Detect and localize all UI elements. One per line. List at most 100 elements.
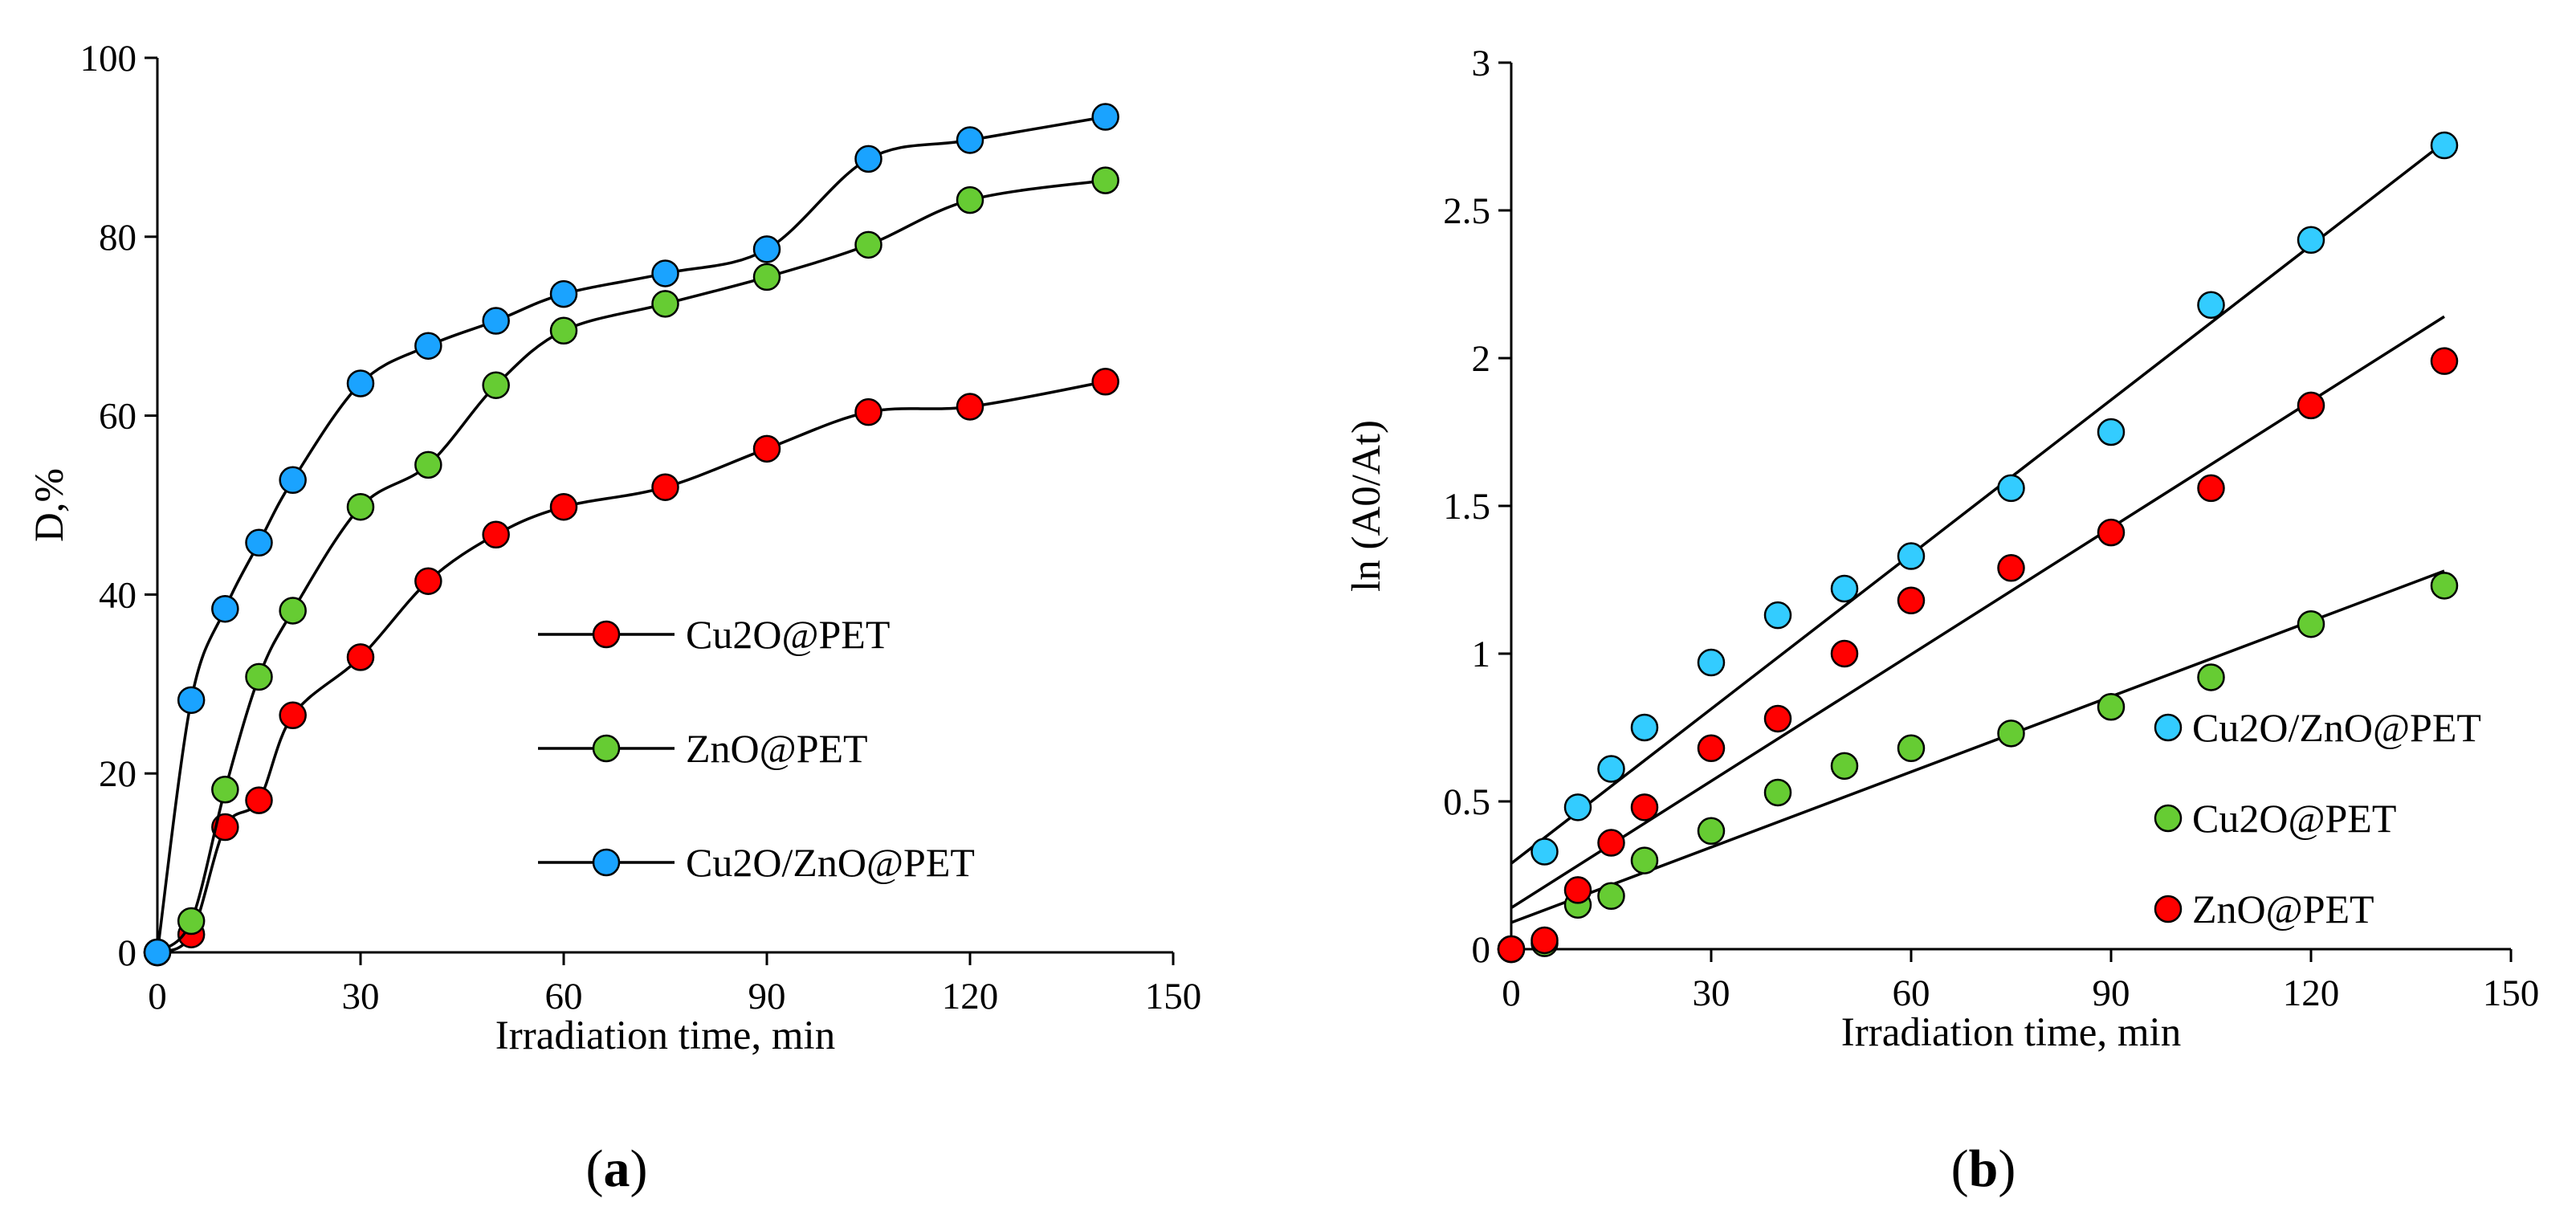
data-point (2430, 572, 2459, 600)
data-point (346, 369, 375, 397)
y-axis-label: D,% (27, 468, 72, 542)
trendline (1510, 141, 2446, 865)
x-tick-label: 150 (2483, 972, 2540, 1014)
caption-close-paren: ) (1998, 1139, 2016, 1198)
legend-marker (2154, 804, 2183, 833)
data-point (854, 230, 882, 259)
data-point (651, 259, 679, 287)
legend-item-cu2o-zno-pet: Cu2O/ZnO@PET (2154, 705, 2481, 750)
x-tick-label: 120 (942, 976, 999, 1017)
y-tick-label: 100 (80, 38, 137, 79)
caption-letter: a (604, 1139, 630, 1198)
x-tick-label: 0 (1502, 972, 1521, 1014)
legend-marker (592, 848, 621, 877)
data-point (414, 332, 442, 360)
data-point (2430, 347, 2459, 375)
data-point (1630, 793, 1659, 821)
data-point (1563, 793, 1592, 821)
data-point (956, 126, 984, 154)
data-point (752, 434, 781, 463)
x-tick-label: 90 (2093, 972, 2130, 1014)
data-point (1091, 103, 1119, 131)
legend: Cu2O@PET ZnO@PET Cu2O/ZnO@PET (538, 612, 975, 885)
x-axis-label: Irradiation time, min (1841, 1010, 2181, 1055)
data-point (752, 263, 781, 291)
panel-caption: (a) (586, 1139, 648, 1198)
data-point (549, 316, 578, 345)
data-point (956, 393, 984, 421)
series-line (156, 115, 1106, 953)
data-point (549, 492, 578, 521)
data-point (1630, 846, 1659, 874)
data-point (1897, 734, 1926, 763)
series-zno-pet (1497, 315, 2459, 964)
data-point (1091, 368, 1119, 396)
legend-marker (2154, 713, 2183, 742)
data-point (1497, 935, 1526, 964)
legend-marker (592, 620, 621, 649)
data-point (651, 290, 679, 318)
caption-open-paren: ( (586, 1139, 604, 1198)
legend-label: Cu2O@PET (686, 612, 890, 657)
data-point (245, 786, 273, 814)
x-tick-label: 90 (748, 976, 786, 1017)
y-tick-label: 0 (118, 932, 137, 974)
data-point (346, 643, 375, 671)
data-point (1091, 166, 1119, 194)
x-axis-label: Irradiation time, min (495, 1013, 835, 1058)
y-tick-label: 0.5 (1443, 781, 1490, 823)
data-point (1830, 752, 1859, 781)
data-point (346, 492, 375, 521)
caption-open-paren: ( (1951, 1139, 1969, 1198)
y-tick-label: 1.5 (1443, 486, 1490, 528)
x-tick-label: 150 (1145, 976, 1202, 1017)
legend-item-cu2o-zno-pet: Cu2O/ZnO@PET (538, 840, 975, 885)
data-point (279, 597, 307, 625)
data-point (1830, 574, 1859, 603)
data-point (1997, 554, 2025, 582)
legend-label: ZnO@PET (686, 726, 868, 771)
data-point (1597, 882, 1625, 911)
data-point (1763, 601, 1792, 630)
data-point (482, 371, 510, 399)
y-tick-label: 1 (1472, 634, 1491, 675)
data-point (211, 776, 239, 804)
caption-close-paren: ) (630, 1139, 648, 1198)
legend-marker (2154, 895, 2183, 923)
series-cu2o-pet (143, 368, 1119, 967)
data-point (1997, 719, 2025, 748)
data-point (1697, 648, 1726, 677)
x-tick-label: 60 (1893, 972, 1930, 1014)
y-axis-label: ln (A0/At) (1344, 420, 1389, 592)
panel-a-chart: 0 20 40 60 80 100 0 30 60 90 120 150 Irradiation tim… (27, 38, 1201, 1198)
legend-label: Cu2O/ZnO@PET (2192, 705, 2481, 750)
y-tick-label: 40 (99, 574, 137, 616)
data-point (1697, 817, 1726, 846)
data-point (1697, 734, 1726, 763)
data-point (245, 662, 273, 691)
data-point (956, 185, 984, 214)
data-point (1531, 926, 1559, 955)
data-point (2197, 291, 2225, 320)
data-point (143, 938, 172, 967)
data-point (752, 235, 781, 263)
data-point (1830, 639, 1859, 668)
data-point (414, 567, 442, 595)
data-point (2297, 226, 2325, 255)
data-point (211, 594, 239, 623)
y-tick-label: 2 (1472, 338, 1491, 380)
data-point (279, 701, 307, 730)
x-tick-label: 60 (545, 976, 583, 1017)
data-point (1763, 778, 1792, 807)
trendline (1510, 569, 2445, 924)
data-point (279, 466, 307, 495)
series-cu2o-zno-pet (143, 103, 1119, 967)
legend-item-zno-pet: ZnO@PET (538, 726, 868, 771)
data-point (2097, 692, 2126, 721)
legend-item-cu2o-pet: Cu2O@PET (538, 612, 890, 657)
data-point (1897, 542, 1926, 570)
data-point (482, 520, 510, 549)
data-point (1630, 713, 1659, 742)
